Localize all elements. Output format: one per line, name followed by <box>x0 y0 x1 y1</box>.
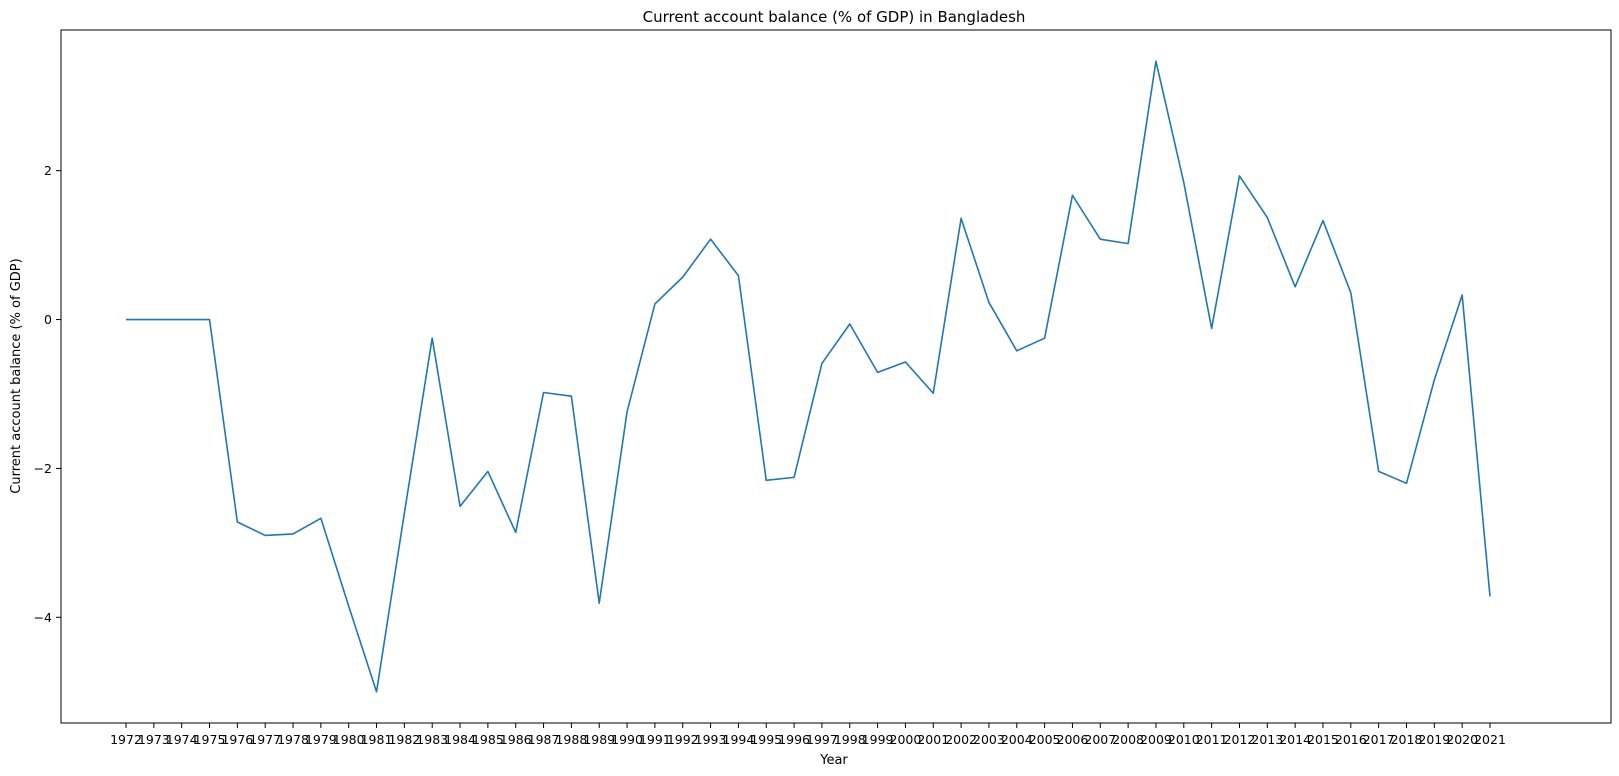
x-tick-label: 2017 <box>1363 732 1395 747</box>
x-tick-label: 2009 <box>1140 732 1172 747</box>
x-tick-label: 1993 <box>695 732 727 747</box>
x-tick-label: 2018 <box>1391 732 1423 747</box>
x-tick-label: 1978 <box>277 732 309 747</box>
series-layer <box>126 60 1491 693</box>
x-tick-label: 1997 <box>806 732 838 747</box>
x-tick-label: 2000 <box>890 732 922 747</box>
x-tick-label: 1980 <box>333 732 365 747</box>
x-tick-label: 2003 <box>973 732 1005 747</box>
x-tick-label: 1974 <box>166 732 198 747</box>
x-tick-label: 1990 <box>611 732 643 747</box>
x-tick-label: 1981 <box>361 732 393 747</box>
x-tick-label: 2002 <box>945 732 977 747</box>
x-tick-label: 1976 <box>221 732 253 747</box>
x-tick-label: 2013 <box>1251 732 1283 747</box>
x-tick-label: 2015 <box>1307 732 1339 747</box>
x-tick-label: 1973 <box>138 732 170 747</box>
x-tick-label: 1988 <box>555 732 587 747</box>
x-tick-label: 1977 <box>249 732 281 747</box>
x-tick-label: 1986 <box>500 732 532 747</box>
x-axis-ticks: 1972197319741975197619771978197919801981… <box>110 723 1506 747</box>
x-tick-label: 1985 <box>472 732 504 747</box>
x-tick-label: 2012 <box>1224 732 1256 747</box>
x-tick-label: 1975 <box>194 732 226 747</box>
x-tick-label: 2010 <box>1168 732 1200 747</box>
y-tick-label: −4 <box>34 610 52 625</box>
x-axis-label: Year <box>819 753 848 768</box>
x-tick-label: 2016 <box>1335 732 1367 747</box>
x-tick-label: 2008 <box>1112 732 1144 747</box>
x-tick-label: 1998 <box>834 732 866 747</box>
x-tick-label: 1984 <box>444 732 476 747</box>
x-tick-label: 1972 <box>110 732 142 747</box>
y-tick-label: 0 <box>44 312 52 327</box>
x-tick-label: 1991 <box>639 732 671 747</box>
x-tick-label: 1996 <box>778 732 810 747</box>
x-tick-label: 1987 <box>528 732 560 747</box>
x-tick-label: 2011 <box>1196 732 1228 747</box>
x-tick-label: 2014 <box>1279 732 1311 747</box>
x-tick-label: 2021 <box>1474 732 1506 747</box>
x-tick-label: 2004 <box>1001 732 1033 747</box>
series-line <box>126 60 1491 693</box>
x-tick-label: 2019 <box>1418 732 1450 747</box>
x-tick-label: 2005 <box>1029 732 1061 747</box>
x-tick-label: 1992 <box>667 732 699 747</box>
y-axis-ticks: −4 −2 0 2 <box>34 163 61 625</box>
y-tick-label: −2 <box>34 461 52 476</box>
x-tick-label: 1994 <box>723 732 755 747</box>
chart-title: Current account balance (% of GDP) in Ba… <box>643 8 1026 26</box>
x-tick-label: 1982 <box>388 732 420 747</box>
x-tick-label: 2001 <box>917 732 949 747</box>
x-tick-label: 2006 <box>1057 732 1089 747</box>
y-tick-label: 2 <box>44 163 52 178</box>
x-tick-label: 1989 <box>583 732 615 747</box>
x-tick-label: 1999 <box>862 732 894 747</box>
x-tick-label: 1995 <box>750 732 782 747</box>
x-tick-label: 1979 <box>305 732 337 747</box>
y-axis-label: Current account balance (% of GDP) <box>9 258 24 493</box>
x-tick-label: 2007 <box>1084 732 1116 747</box>
plot-frame <box>60 29 1612 724</box>
x-tick-label: 2020 <box>1446 732 1478 747</box>
x-tick-label: 1983 <box>416 732 448 747</box>
